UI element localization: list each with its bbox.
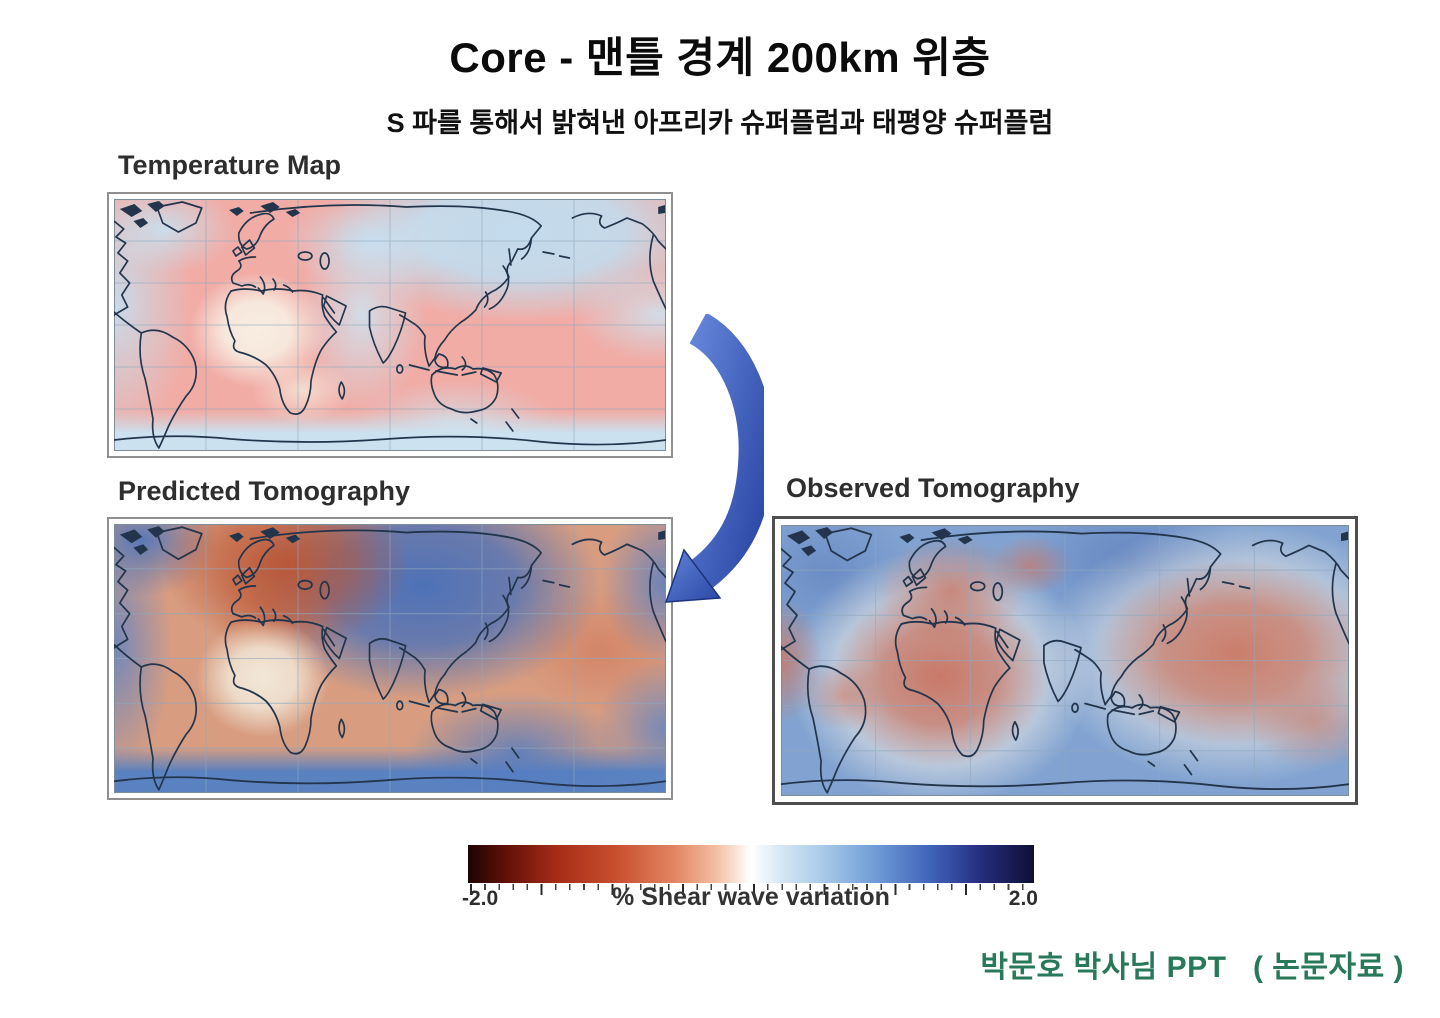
- temperature-map: [107, 192, 673, 458]
- predicted-tomography-coastlines: [114, 524, 666, 793]
- observed-tomography-coastlines: [781, 525, 1349, 796]
- colorbar-max-label: 2.0: [1008, 887, 1038, 910]
- curved-arrow-icon: [656, 312, 774, 638]
- observed-tomography-label: Observed Tomography: [786, 473, 1080, 503]
- temperature-map-coastlines: [114, 199, 666, 451]
- observed-tomography-content: [781, 525, 1349, 796]
- temperature-map-label: Temperature Map: [118, 150, 342, 180]
- colorbar-major-ticks: [470, 884, 1032, 895]
- observed-tomography-map: [772, 516, 1358, 805]
- predicted-tomography-content: [114, 524, 666, 793]
- colorbar-title: % Shear wave variation: [612, 883, 890, 911]
- predicted-tomography-label: Predicted Tomography: [118, 476, 411, 506]
- credit-text: 박문호 박사님 PPT ( 논문자료 ): [980, 951, 1404, 984]
- temperature-map-content: [114, 199, 666, 451]
- colorbar-gradient: [468, 845, 1034, 883]
- slide-subtitle: S 파를 통해서 밝혀낸 아프리카 슈퍼플럼과 태평양 슈퍼플럼: [386, 108, 1054, 138]
- colorbar: -2.0 % Shear wave variation 2.0: [462, 845, 1038, 917]
- slide-title: Core - 맨틀 경계 200km 위층: [449, 34, 991, 81]
- colorbar-min-label: -2.0: [462, 887, 499, 910]
- predicted-tomography-map: [107, 517, 673, 800]
